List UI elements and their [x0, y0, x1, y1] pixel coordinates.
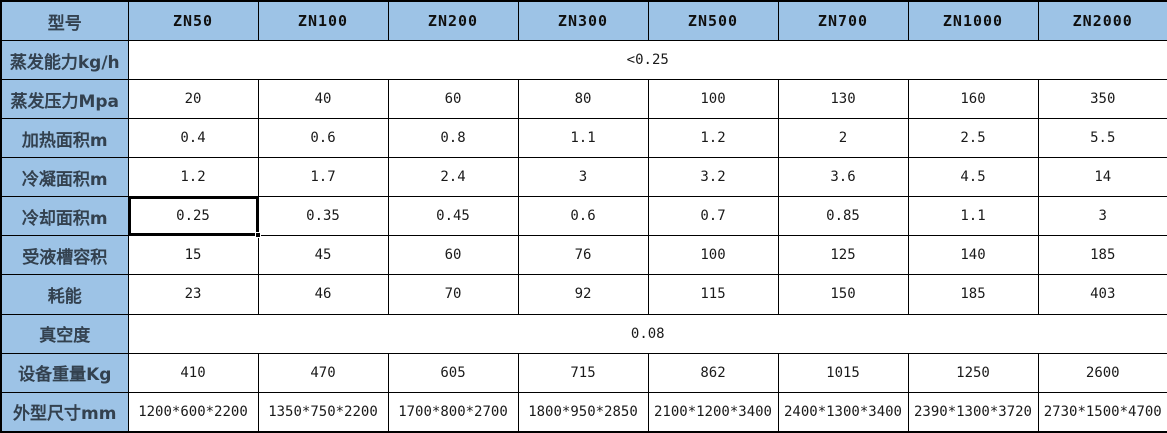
table-cell[interactable]: 3.2: [647, 157, 779, 198]
table-cell[interactable]: 1700*800*2700: [387, 391, 519, 433]
table-cell[interactable]: 350: [1037, 79, 1167, 120]
row-label[interactable]: 受液槽容积: [0, 235, 129, 276]
table-cell[interactable]: 1.1: [907, 196, 1039, 237]
table-cell[interactable]: 862: [647, 352, 779, 393]
model-header-zn100[interactable]: ZN100: [257, 0, 389, 42]
table-cell[interactable]: 410: [127, 352, 259, 393]
table-cell[interactable]: 70: [387, 274, 519, 315]
table-row: 受液槽容积 15 45 60 76 100 125 140 185: [0, 235, 1167, 276]
table-cell[interactable]: 470: [257, 352, 389, 393]
table-cell[interactable]: 403: [1037, 274, 1167, 315]
table-cell[interactable]: 60: [387, 235, 519, 276]
table-cell[interactable]: 1200*600*2200: [127, 391, 259, 433]
table-cell[interactable]: 15: [127, 235, 259, 276]
table-row: 冷凝面积m 1.2 1.7 2.4 3 3.2 3.6 4.5 14: [0, 157, 1167, 198]
row-label[interactable]: 外型尺寸mm: [0, 391, 129, 433]
merged-cell[interactable]: 0.08: [127, 313, 1167, 354]
table-cell[interactable]: 3: [1037, 196, 1167, 237]
table-cell[interactable]: 20: [127, 79, 259, 120]
table-cell[interactable]: 0.35: [257, 196, 389, 237]
table-cell[interactable]: 60: [387, 79, 519, 120]
selected-cell[interactable]: 0.25: [127, 196, 261, 239]
table-cell[interactable]: 2100*1200*3400: [647, 391, 779, 433]
table-cell[interactable]: 14: [1037, 157, 1167, 198]
model-header-zn200[interactable]: ZN200: [387, 0, 519, 42]
table-cell[interactable]: 1.2: [647, 118, 779, 159]
table-cell[interactable]: 2.4: [387, 157, 519, 198]
table-cell[interactable]: 100: [647, 235, 779, 276]
table-cell[interactable]: 0.7: [647, 196, 779, 237]
table-row: 耗能 23 46 70 92 115 150 185 403: [0, 274, 1167, 315]
row-label[interactable]: 冷却面积m: [0, 196, 129, 237]
table-cell[interactable]: 23: [127, 274, 259, 315]
corner-header-model[interactable]: 型号: [0, 0, 129, 42]
table-cell[interactable]: 2390*1300*3720: [907, 391, 1039, 433]
table-cell[interactable]: 0.4: [127, 118, 259, 159]
table-cell[interactable]: 0.8: [387, 118, 519, 159]
row-label[interactable]: 设备重量Kg: [0, 352, 129, 393]
table-row: 外型尺寸mm 1200*600*2200 1350*750*2200 1700*800…: [0, 391, 1167, 433]
table-row: 设备重量Kg 410 470 605 715 862 1015 1250 2600: [0, 352, 1167, 393]
table-cell[interactable]: 1.7: [257, 157, 389, 198]
merged-cell[interactable]: <0.25: [127, 40, 1167, 81]
model-header-zn50[interactable]: ZN50: [127, 0, 259, 42]
table-cell[interactable]: 100: [647, 79, 779, 120]
table-cell[interactable]: 45: [257, 235, 389, 276]
table-cell[interactable]: 185: [1037, 235, 1167, 276]
table-row: 冷却面积m 0.25 0.35 0.45 0.6 0.7 0.85 1.1 3: [0, 196, 1167, 239]
table-cell[interactable]: 2: [777, 118, 909, 159]
table-cell[interactable]: 1800*950*2850: [517, 391, 649, 433]
model-header-zn2000[interactable]: ZN2000: [1037, 0, 1167, 42]
table-cell[interactable]: 46: [257, 274, 389, 315]
table-cell[interactable]: 0.85: [777, 196, 909, 237]
table-cell[interactable]: 2730*1500*4700: [1037, 391, 1167, 433]
table-cell[interactable]: 715: [517, 352, 649, 393]
row-label[interactable]: 蒸发压力Mpa: [0, 79, 129, 120]
table-row: 蒸发能力kg/h <0.25: [0, 40, 1167, 81]
table-cell[interactable]: 5.5: [1037, 118, 1167, 159]
row-label[interactable]: 真空度: [0, 313, 129, 354]
row-label[interactable]: 蒸发能力kg/h: [0, 40, 129, 81]
table-cell[interactable]: 76: [517, 235, 649, 276]
table-cell[interactable]: 0.45: [387, 196, 519, 237]
model-header-zn1000[interactable]: ZN1000: [907, 0, 1039, 42]
table-cell[interactable]: 1015: [777, 352, 909, 393]
row-label[interactable]: 加热面积m: [0, 118, 129, 159]
table-cell[interactable]: 0.6: [517, 196, 649, 237]
model-header-zn500[interactable]: ZN500: [647, 0, 779, 42]
table-cell[interactable]: 130: [777, 79, 909, 120]
table-cell[interactable]: 150: [777, 274, 909, 315]
row-label[interactable]: 冷凝面积m: [0, 157, 129, 198]
table-row: 加热面积m 0.4 0.6 0.8 1.1 1.2 2 2.5 5.5: [0, 118, 1167, 159]
table-cell[interactable]: 2600: [1037, 352, 1167, 393]
table-cell[interactable]: 160: [907, 79, 1039, 120]
table-cell[interactable]: 115: [647, 274, 779, 315]
table-cell[interactable]: 3: [517, 157, 649, 198]
table-cell[interactable]: 125: [777, 235, 909, 276]
table-cell[interactable]: 2.5: [907, 118, 1039, 159]
table-cell[interactable]: 1.1: [517, 118, 649, 159]
table-cell[interactable]: 1.2: [127, 157, 259, 198]
table-cell[interactable]: 1350*750*2200: [257, 391, 389, 433]
table-cell[interactable]: 605: [387, 352, 519, 393]
table-cell[interactable]: 3.6: [777, 157, 909, 198]
table-row: 蒸发压力Mpa 20 40 60 80 100 130 160 350: [0, 79, 1167, 120]
table-cell[interactable]: 4.5: [907, 157, 1039, 198]
table-cell[interactable]: 80: [517, 79, 649, 120]
table-cell[interactable]: 185: [907, 274, 1039, 315]
table-cell[interactable]: 2400*1300*3400: [777, 391, 909, 433]
row-label[interactable]: 耗能: [0, 274, 129, 315]
table-cell[interactable]: 1250: [907, 352, 1039, 393]
table-cell[interactable]: 140: [907, 235, 1039, 276]
table-cell[interactable]: 40: [257, 79, 389, 120]
table-row: 真空度 0.08: [0, 313, 1167, 354]
table-cell[interactable]: 92: [517, 274, 649, 315]
model-header-zn700[interactable]: ZN700: [777, 0, 909, 42]
table-cell[interactable]: 0.6: [257, 118, 389, 159]
model-header-zn300[interactable]: ZN300: [517, 0, 649, 42]
